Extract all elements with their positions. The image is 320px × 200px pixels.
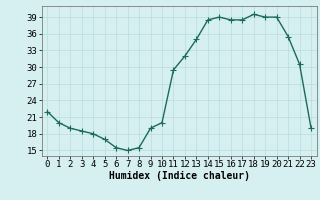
X-axis label: Humidex (Indice chaleur): Humidex (Indice chaleur) bbox=[109, 171, 250, 181]
